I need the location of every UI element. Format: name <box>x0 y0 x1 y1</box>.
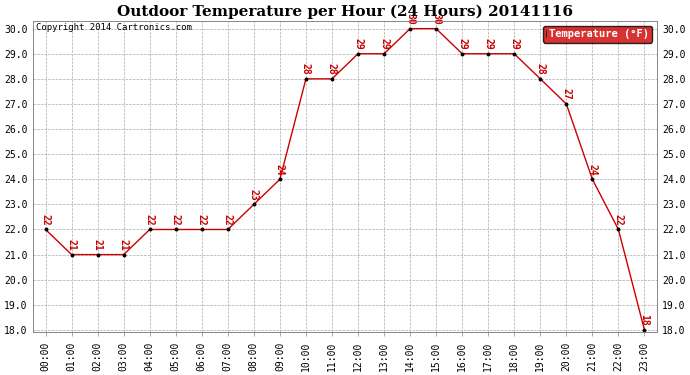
Point <box>275 176 286 182</box>
Text: 23: 23 <box>249 189 259 201</box>
Point <box>196 226 207 232</box>
Text: 21: 21 <box>119 239 128 251</box>
Text: 29: 29 <box>379 38 389 50</box>
Text: 30: 30 <box>431 13 441 25</box>
Point <box>483 51 494 57</box>
Point <box>457 51 468 57</box>
Point <box>379 51 390 57</box>
Point <box>40 226 51 232</box>
Point <box>535 76 546 82</box>
Text: 28: 28 <box>535 63 545 75</box>
Point <box>66 252 77 258</box>
Point <box>587 176 598 182</box>
Text: 22: 22 <box>41 214 50 226</box>
Text: 24: 24 <box>275 164 285 176</box>
Text: 27: 27 <box>562 88 571 100</box>
Text: Copyright 2014 Cartronics.com: Copyright 2014 Cartronics.com <box>36 22 192 32</box>
Text: 21: 21 <box>67 239 77 251</box>
Text: 29: 29 <box>353 38 363 50</box>
Text: 22: 22 <box>197 214 207 226</box>
Point <box>170 226 181 232</box>
Point <box>613 226 624 232</box>
Point <box>326 76 337 82</box>
Point <box>509 51 520 57</box>
Legend: Temperature (°F): Temperature (°F) <box>543 26 652 43</box>
Text: 22: 22 <box>613 214 623 226</box>
Text: 21: 21 <box>92 239 103 251</box>
Point <box>300 76 311 82</box>
Text: 18: 18 <box>640 314 649 326</box>
Point <box>222 226 233 232</box>
Point <box>144 226 155 232</box>
Point <box>639 327 650 333</box>
Text: 22: 22 <box>145 214 155 226</box>
Text: 22: 22 <box>170 214 181 226</box>
Point <box>353 51 364 57</box>
Text: 29: 29 <box>483 38 493 50</box>
Point <box>248 201 259 207</box>
Text: 28: 28 <box>327 63 337 75</box>
Point <box>431 26 442 32</box>
Point <box>92 252 103 258</box>
Text: 29: 29 <box>509 38 520 50</box>
Title: Outdoor Temperature per Hour (24 Hours) 20141116: Outdoor Temperature per Hour (24 Hours) … <box>117 4 573 18</box>
Text: 30: 30 <box>405 13 415 25</box>
Point <box>561 101 572 107</box>
Text: 24: 24 <box>587 164 598 176</box>
Text: 28: 28 <box>301 63 311 75</box>
Text: 29: 29 <box>457 38 467 50</box>
Point <box>118 252 129 258</box>
Text: 22: 22 <box>223 214 233 226</box>
Point <box>404 26 415 32</box>
